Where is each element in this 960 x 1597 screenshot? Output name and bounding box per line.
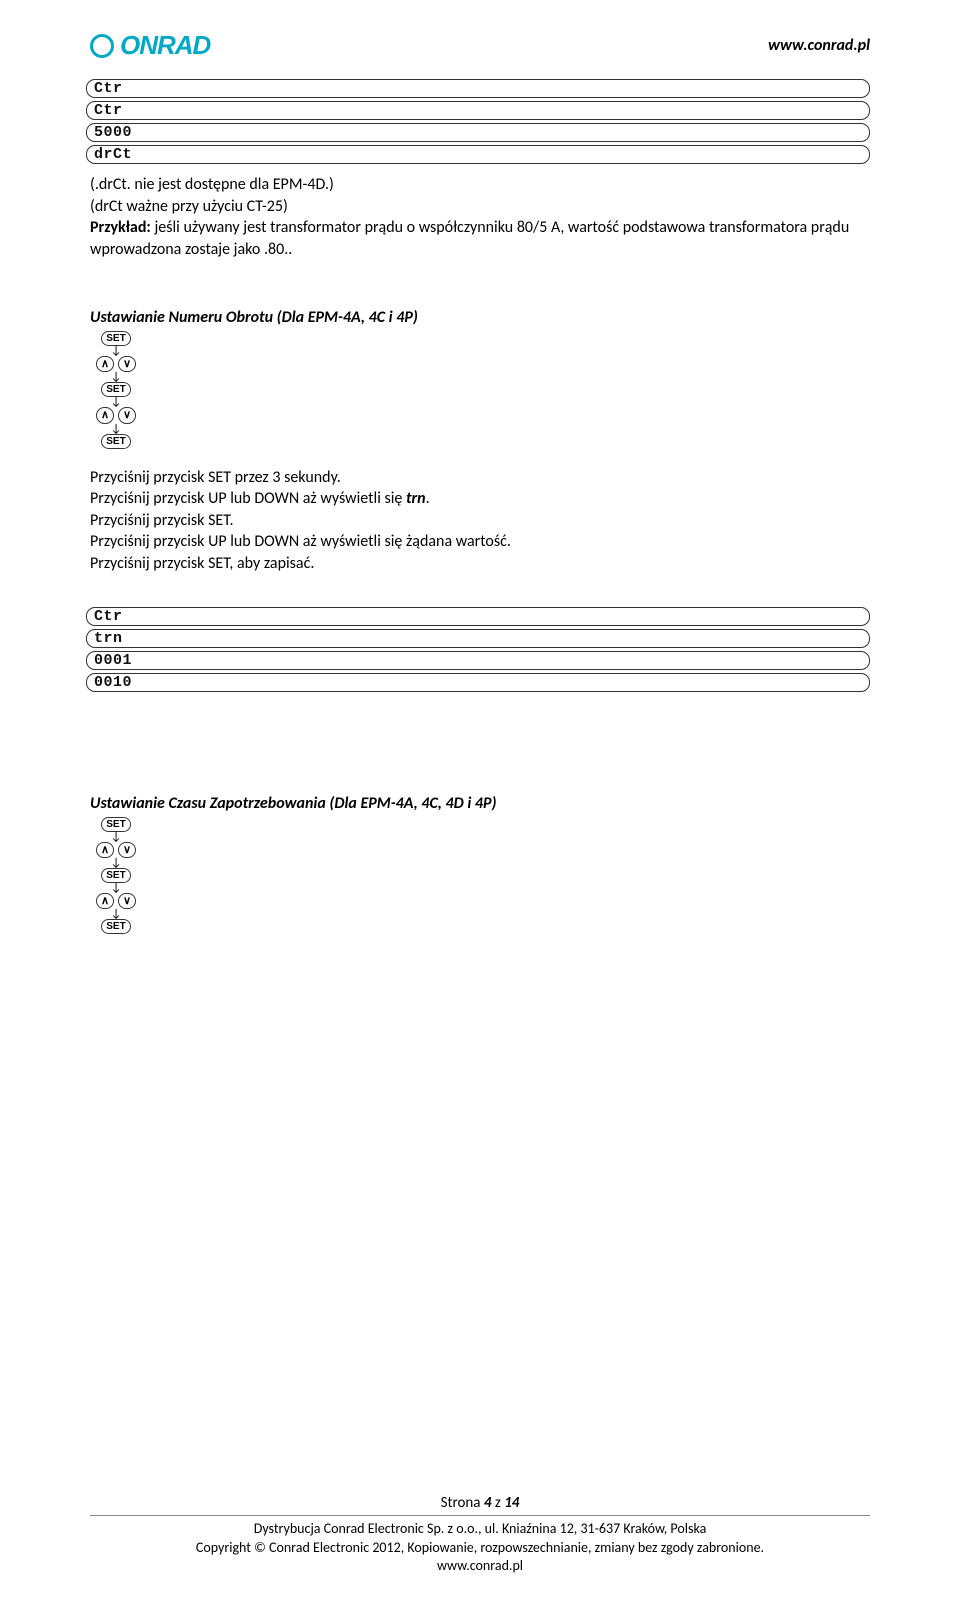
flow-set-button: SET <box>101 434 131 449</box>
example-text: jeśli używany jest transformator prądu o… <box>90 218 849 259</box>
paragraph-drct: (.drCt. nie jest dostępne dla EPM-4D.) (… <box>90 174 870 260</box>
footer-line: www.conrad.pl <box>90 1557 870 1575</box>
logo-text: ONRAD <box>120 30 210 61</box>
lcd-item: Ctr <box>86 79 870 98</box>
text-line: Przyciśnij przycisk UP lub DOWN aż wyświ… <box>90 532 511 551</box>
lcd-item: Ctr <box>86 607 870 626</box>
lcd-item: 5000 <box>86 123 870 142</box>
footer-divider <box>90 1515 870 1516</box>
paragraph-instructions: Przyciśnij przycisk SET przez 3 sekundy.… <box>90 467 870 575</box>
example-label: Przykład: <box>90 218 151 237</box>
page-total: 14 <box>504 1494 519 1512</box>
page-footer: Strona 4 z 14 Dystrybucja Conrad Electro… <box>90 1494 870 1575</box>
text-line: . <box>426 489 430 508</box>
text-line: Przyciśnij przycisk SET przez 3 sekundy. <box>90 468 341 487</box>
page-number: Strona 4 z 14 <box>90 1494 870 1514</box>
lcd-item: Ctr <box>86 101 870 120</box>
lcd-item: 0010 <box>86 673 870 692</box>
text-line: Przyciśnij przycisk UP lub DOWN aż wyświ… <box>90 489 406 508</box>
text-line: (drCt ważne przy użyciu CT-25) <box>90 197 288 216</box>
flow-set-button: SET <box>101 919 131 934</box>
text-line: Przyciśnij przycisk SET. <box>90 511 233 530</box>
footer-line: Copyright © Conrad Electronic 2012, Kopi… <box>90 1539 870 1557</box>
section-title-obrotu: Ustawianie Numeru Obrotu (Dla EPM-4A, 4C… <box>90 308 870 327</box>
footer-line: Dystrybucja Conrad Electronic Sp. z o.o.… <box>90 1520 870 1538</box>
header-url: www.conrad.pl <box>768 36 870 55</box>
flowchart-1: SET ↓ ∧ ∨ ↓ SET ↓ ∧ ∨ ↓ SET <box>90 331 142 448</box>
lcd-group-2: Ctr trn 0001 0010 <box>86 607 870 692</box>
lcd-item: trn <box>86 629 870 648</box>
page-label: z <box>491 1494 504 1512</box>
flowchart-2: SET ↓ ∧ ∨ ↓ SET ↓ ∧ ∨ ↓ SET <box>90 817 142 934</box>
page-header: ONRAD www.conrad.pl <box>90 30 870 61</box>
text-line: (.drCt. nie jest dostępne dla EPM-4D.) <box>90 175 334 194</box>
lcd-group-1: Ctr Ctr 5000 drCt <box>86 79 870 164</box>
logo-circle-icon <box>90 34 114 58</box>
lcd-item: drCt <box>86 145 870 164</box>
arrow-down-icon: ↓ <box>111 423 122 435</box>
section-title-czasu: Ustawianie Czasu Zapotrzebowania (Dla EP… <box>90 794 870 813</box>
brand-logo: ONRAD <box>90 30 210 61</box>
lcd-item: 0001 <box>86 651 870 670</box>
arrow-down-icon: ↓ <box>111 908 122 920</box>
text-trn: trn <box>406 489 426 508</box>
arrow-down-icon: ↓ <box>111 857 122 869</box>
text-line: Przyciśnij przycisk SET, aby zapisać. <box>90 554 314 573</box>
page-label: Strona <box>441 1494 484 1512</box>
